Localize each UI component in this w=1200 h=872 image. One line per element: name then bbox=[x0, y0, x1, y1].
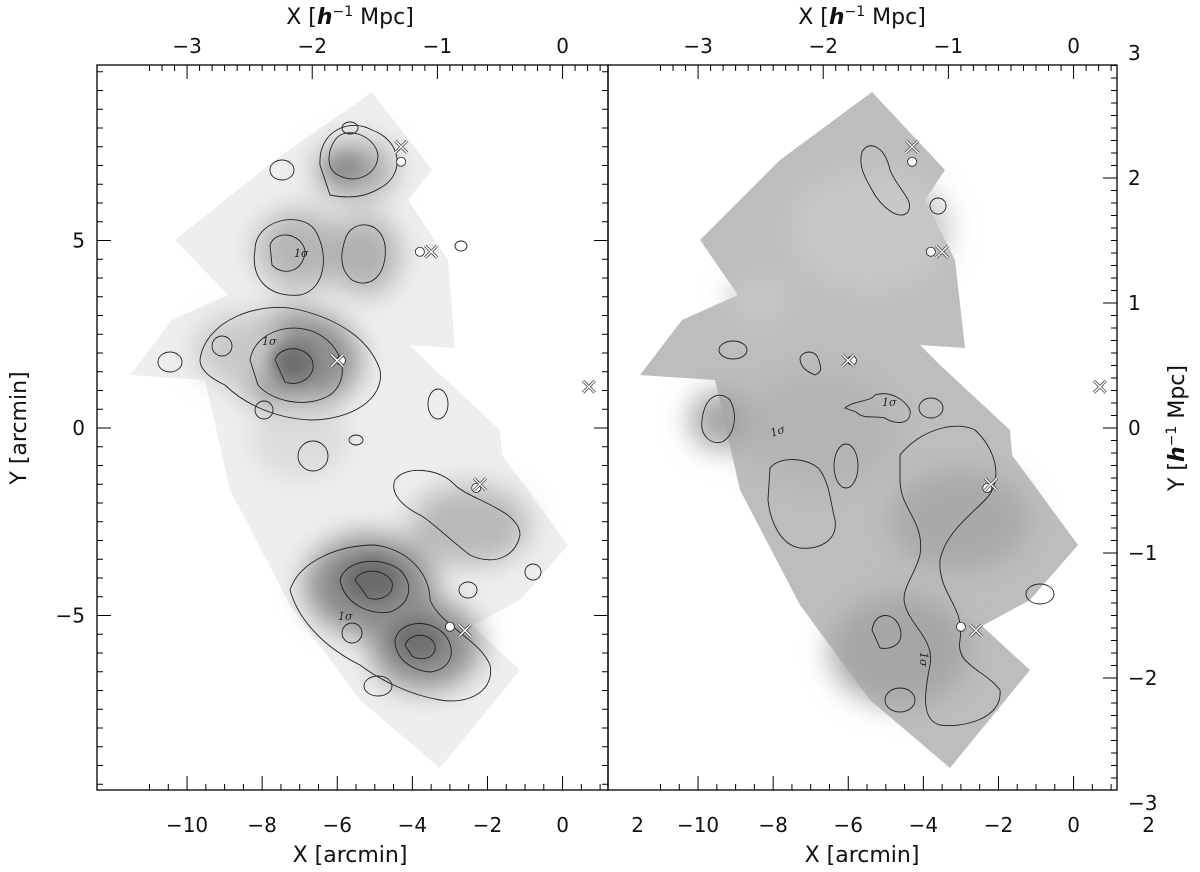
y-tick-label-mpc: 0 bbox=[1128, 416, 1141, 440]
x-tick-label-mpc: −1 bbox=[423, 34, 452, 58]
y-tick-label-mpc: 1 bbox=[1128, 291, 1141, 315]
left-xlabel-top: X [h−1 Mpc] bbox=[286, 4, 414, 30]
x-tick-label-arcmin: −8 bbox=[247, 813, 276, 837]
cluster-cross-marker bbox=[457, 623, 472, 638]
left-contours bbox=[157, 121, 542, 702]
cluster-cross-marker bbox=[581, 379, 596, 394]
right-contours bbox=[701, 145, 1055, 727]
x-tick-label-arcmin: −2 bbox=[473, 813, 502, 837]
right-xlabel-bottom: X [arcmin] bbox=[805, 843, 920, 868]
y-tick-label-arcmin: −5 bbox=[56, 604, 85, 628]
left-sigma-label-3: 1σ bbox=[338, 610, 353, 623]
cluster-cross-marker bbox=[1092, 379, 1107, 394]
y-tick-label-mpc: −2 bbox=[1128, 666, 1157, 690]
left-xlabel-bottom: X [arcmin] bbox=[293, 843, 408, 868]
x-tick-label-arcmin: −10 bbox=[166, 813, 208, 837]
y-tick-label-mpc: 2 bbox=[1128, 166, 1141, 190]
x-tick-label-arcmin: −6 bbox=[834, 813, 863, 837]
y-tick-label-mpc: 3 bbox=[1128, 41, 1141, 65]
x-tick-label-arcmin: −6 bbox=[323, 813, 352, 837]
x-tick-label-mpc: −2 bbox=[297, 34, 326, 58]
right-cluster-markers bbox=[841, 139, 1107, 638]
left-sigma-label-1: 1σ bbox=[294, 247, 309, 260]
right-sigma-label-3: 1σ bbox=[917, 652, 930, 667]
x-tick-label-arcmin: −4 bbox=[909, 813, 938, 837]
cluster-circle-marker bbox=[925, 246, 936, 257]
right-xlabel-top: X [h−1 Mpc] bbox=[798, 4, 926, 30]
x-tick-label-mpc: 0 bbox=[556, 34, 569, 58]
x-tick-label-arcmin: −2 bbox=[984, 813, 1013, 837]
left-panel: 1σ 1σ 1σ bbox=[130, 92, 596, 768]
right-density-field bbox=[690, 170, 1030, 705]
cluster-cross-marker bbox=[424, 244, 439, 259]
cluster-circle-marker bbox=[956, 621, 966, 632]
y-tick-label-arcmin: 5 bbox=[72, 229, 85, 253]
x-tick-label-arcmin: −4 bbox=[398, 813, 427, 837]
cluster-circle-marker bbox=[907, 156, 917, 167]
cluster-cross-marker bbox=[394, 139, 409, 154]
axis-tick-labels: −10 −8 −6 −4 −2 0 2−3 −2 −1 0−505−10 −8 −6 −4 −2 0 2−3−… bbox=[56, 34, 1158, 837]
cluster-circle-marker bbox=[396, 156, 406, 167]
right-panel: 1σ 1σ 1σ bbox=[640, 92, 1107, 768]
cluster-cross-marker bbox=[905, 139, 920, 154]
cluster-circle-marker bbox=[414, 246, 425, 257]
x-tick-label-arcmin: 2 bbox=[631, 813, 644, 837]
cluster-cross-marker bbox=[968, 623, 983, 638]
axis-ticks bbox=[97, 65, 1117, 790]
y-tick-label-mpc: −3 bbox=[1128, 791, 1157, 815]
x-tick-label-mpc: −3 bbox=[172, 34, 201, 58]
left-ylabel: Y [arcmin] bbox=[7, 371, 32, 485]
right-sigma-label-1: 1σ bbox=[882, 396, 897, 409]
cluster-cross-marker bbox=[841, 353, 856, 368]
y-tick-label-arcmin: 0 bbox=[72, 416, 85, 440]
cluster-cross-marker bbox=[935, 244, 950, 259]
x-tick-label-mpc: 0 bbox=[1067, 34, 1080, 58]
x-tick-label-arcmin: 2 bbox=[1142, 813, 1155, 837]
x-tick-label-arcmin: 0 bbox=[556, 813, 569, 837]
cluster-cross-marker bbox=[472, 477, 488, 492]
x-tick-label-arcmin: −10 bbox=[677, 813, 719, 837]
left-sigma-label-2: 1σ bbox=[262, 335, 277, 348]
x-tick-label-mpc: −2 bbox=[808, 34, 837, 58]
x-tick-label-arcmin: −8 bbox=[758, 813, 787, 837]
left-cluster-markers bbox=[330, 139, 596, 638]
x-tick-label-arcmin: 0 bbox=[1067, 813, 1080, 837]
cluster-cross-marker bbox=[330, 353, 345, 368]
left-survey-footprint bbox=[130, 92, 568, 768]
x-tick-label-mpc: −3 bbox=[683, 34, 712, 58]
x-tick-label-mpc: −1 bbox=[934, 34, 963, 58]
y-tick-label-mpc: −1 bbox=[1128, 541, 1157, 565]
right-ylabel: Y [h−1 Mpc] bbox=[1164, 365, 1190, 492]
cluster-circle-marker bbox=[445, 621, 455, 632]
cluster-cross-marker bbox=[983, 477, 999, 492]
right-sigma-label-2: 1σ bbox=[769, 422, 788, 439]
